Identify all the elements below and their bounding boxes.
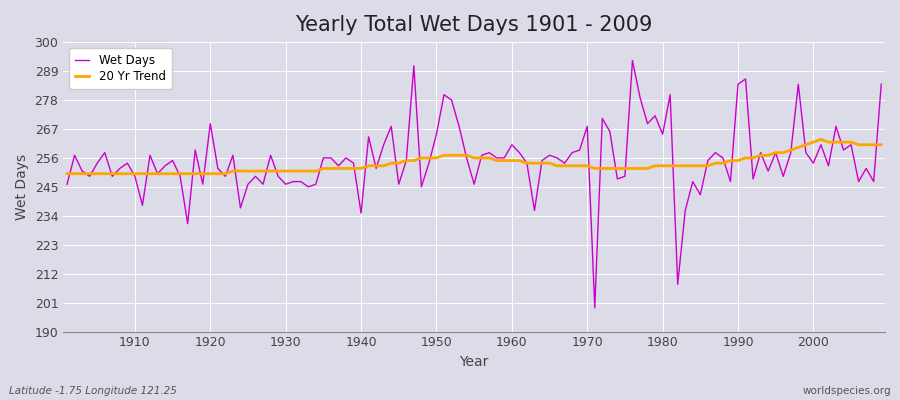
- 20 Yr Trend: [62, 171, 73, 176]
- 20 Yr Trend: [597, 166, 608, 171]
- 20 Yr Trend: [333, 166, 344, 171]
- Y-axis label: Wet Days: Wet Days: [15, 154, 29, 220]
- Wet Days: [499, 156, 509, 160]
- 20 Yr Trend: [507, 158, 517, 163]
- Text: Latitude -1.75 Longitude 121.25: Latitude -1.75 Longitude 121.25: [9, 386, 177, 396]
- 20 Yr Trend: [876, 142, 886, 147]
- Text: worldspecies.org: worldspecies.org: [803, 386, 891, 396]
- Wet Days: [876, 82, 886, 87]
- Title: Yearly Total Wet Days 1901 - 2009: Yearly Total Wet Days 1901 - 2009: [295, 15, 652, 35]
- Wet Days: [507, 142, 517, 147]
- Line: Wet Days: Wet Days: [68, 60, 881, 308]
- Wet Days: [288, 179, 299, 184]
- Wet Days: [62, 182, 73, 187]
- Wet Days: [605, 129, 616, 134]
- Line: 20 Yr Trend: 20 Yr Trend: [68, 140, 881, 174]
- Wet Days: [333, 163, 344, 168]
- Wet Days: [590, 306, 600, 310]
- 20 Yr Trend: [815, 137, 826, 142]
- Legend: Wet Days, 20 Yr Trend: Wet Days, 20 Yr Trend: [69, 48, 172, 89]
- Wet Days: [122, 161, 133, 166]
- 20 Yr Trend: [122, 171, 133, 176]
- X-axis label: Year: Year: [460, 355, 489, 369]
- 20 Yr Trend: [499, 158, 509, 163]
- Wet Days: [627, 58, 638, 63]
- 20 Yr Trend: [288, 169, 299, 174]
